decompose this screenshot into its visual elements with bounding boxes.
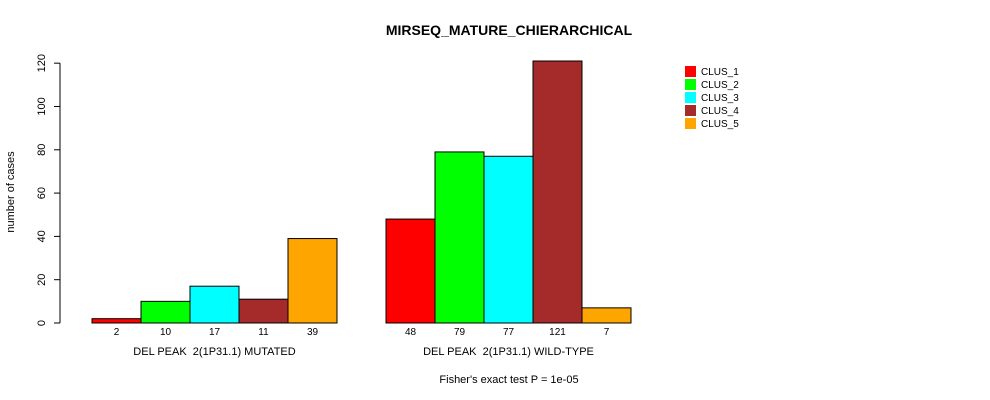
bar-clus-2-group-1: [140, 300, 191, 324]
legend-swatch-clus-4: [685, 105, 696, 116]
group-labels: DEL PEAK 2(1P31.1) MUTATED DEL PEAK 2(1P3…: [133, 346, 594, 358]
bar-clus-5-group-2: [581, 307, 632, 324]
y-tick-label: 80: [36, 144, 48, 156]
legend-swatch-clus-3: [685, 92, 696, 103]
legend-label: CLUS_5: [701, 119, 739, 130]
bar-clus-5-group-1: [287, 238, 338, 324]
legend: CLUS_1 CLUS_2 CLUS_3 CLUS_4 CLUS_5: [685, 66, 739, 130]
legend-swatch-clus-5: [685, 118, 696, 129]
bar-value-label: 17: [209, 327, 221, 338]
legend-swatch-clus-2: [685, 79, 696, 90]
y-tick-label: 40: [36, 230, 48, 242]
bar-clus-2-group-2: [434, 151, 485, 324]
bar-value-label: 7: [604, 327, 610, 338]
chart-title: MIRSEQ_MATURE_CHIERARCHICAL: [386, 22, 633, 38]
y-tick-label: 100: [36, 97, 48, 115]
bar-clus-3-group-1: [189, 285, 240, 324]
bars: [91, 60, 632, 324]
legend-label: CLUS_3: [701, 93, 739, 104]
legend-label: CLUS_4: [701, 106, 739, 117]
bar-value-label: 10: [160, 327, 172, 338]
bar-value-label: 77: [503, 327, 515, 338]
bar-value-label: 79: [454, 327, 466, 338]
y-tick-label: 60: [36, 187, 48, 199]
y-axis: 0 20 40 60 80 100 120: [36, 54, 61, 326]
legend-swatch-clus-1: [685, 66, 696, 77]
group-label-2: DEL PEAK 2(1P31.1) WILD-TYPE: [423, 346, 594, 358]
bar-value-label: 2: [114, 327, 120, 338]
y-tick-label: 20: [36, 274, 48, 286]
bar-clus-4-group-1: [238, 298, 289, 324]
fisher-test-note: Fisher's exact test P = 1e-05: [439, 374, 578, 386]
bar-clus-1-group-1: [91, 318, 142, 324]
bar-clus-1-group-2: [385, 218, 436, 324]
bar-clus-4-group-2: [532, 60, 583, 324]
legend-label: CLUS_2: [701, 80, 739, 91]
bar-value-label: 11: [258, 327, 269, 338]
legend-label: CLUS_1: [701, 67, 739, 78]
y-tick-label: 120: [36, 54, 48, 72]
y-tick-label: 0: [36, 320, 48, 326]
bar-value-label: 39: [307, 327, 319, 338]
bar-value-label: 48: [405, 327, 417, 338]
bar-clus-3-group-2: [483, 155, 534, 324]
group-label-1: DEL PEAK 2(1P31.1) MUTATED: [133, 346, 295, 358]
y-axis-label: number of cases: [5, 151, 17, 233]
bar-value-labels: 2 10 17 11 39 48 79 77 121 7: [114, 327, 610, 338]
bar-value-label: 121: [549, 327, 566, 338]
